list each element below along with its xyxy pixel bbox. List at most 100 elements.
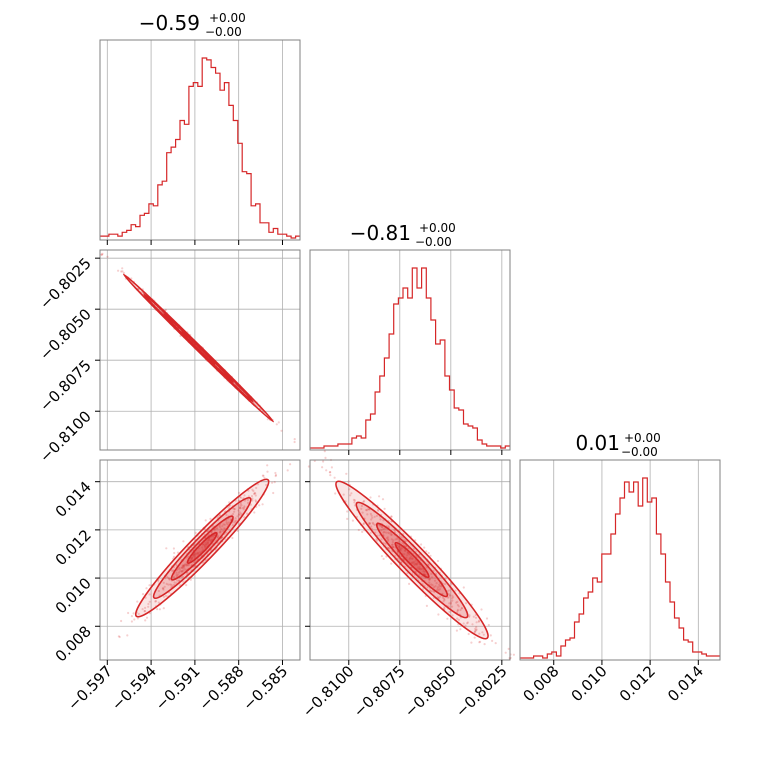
p2-vs-p3-point: [460, 607, 463, 610]
p2-vs-p3-point: [382, 527, 385, 531]
p1-vs-p3-point: [233, 508, 236, 511]
p2-vs-p3-point: [447, 596, 450, 599]
p1-vs-p3-point: [184, 563, 187, 567]
p1-vs-p3-point: [204, 519, 207, 522]
p2-vs-p3-point: [383, 530, 386, 534]
p2-vs-p3-point: [375, 538, 378, 541]
ytick-label-row2-3: −0.8100: [36, 407, 95, 466]
p2-vs-p3-point: [380, 525, 384, 528]
p2-vs-p3-point: [478, 632, 481, 635]
p2-vs-p3-point: [420, 567, 423, 571]
p2-vs-p3-point: [370, 518, 373, 521]
p1-vs-p3-point: [156, 608, 159, 611]
p1-vs-p3-point: [242, 508, 245, 511]
p2-vs-p3-point: [447, 592, 450, 595]
p1-vs-p3-point: [182, 540, 185, 543]
p2-vs-p3-point: [418, 567, 421, 571]
p1-vs-p3-point: [255, 500, 258, 503]
p2-vs-p3-point: [408, 558, 411, 561]
p1-vs-p3-point: [133, 618, 136, 621]
p1-vs-p3-point: [176, 551, 180, 554]
p2-vs-p3-point: [467, 632, 470, 636]
p2-vs-p3-point: [491, 639, 494, 643]
p2-vs-p3-point: [466, 622, 469, 625]
p2-vs-p3-point: [333, 476, 336, 479]
p2-vs-p3-point: [428, 577, 431, 580]
p1-vs-p3-point: [227, 506, 230, 509]
p2-vs-p3-point: [430, 572, 433, 576]
p1-vs-p2-point: [164, 308, 167, 311]
p1-vs-p2-point: [101, 252, 104, 255]
p1-vs-p3-point: [219, 531, 222, 534]
p2-vs-p3-point: [456, 617, 459, 620]
p2-vs-p3-point: [464, 624, 467, 627]
p2-vs-p3-point: [456, 603, 459, 607]
p1-vs-p3-point: [173, 551, 176, 555]
p2-vs-p3-point: [368, 522, 372, 525]
p2-vs-p3-point: [391, 543, 394, 546]
p1-vs-p2-point: [293, 438, 296, 441]
title-p1-main: −0.59: [139, 11, 200, 35]
p1-vs-p3-point: [144, 606, 147, 610]
p2-vs-p3-point: [403, 549, 406, 552]
p2-vs-p3-point: [394, 538, 397, 541]
p1-vs-p2-point: [121, 267, 124, 270]
xtick-label-col1-1: −0.594: [108, 662, 160, 714]
p1-vs-p3-point: [178, 568, 181, 571]
p1-vs-p3-point: [165, 582, 168, 586]
p2-vs-p3-point: [455, 629, 458, 632]
p2-vs-p3-point: [362, 522, 365, 525]
p2-vs-p3-point: [329, 474, 332, 477]
p2-vs-p3-point: [379, 518, 382, 521]
p1-vs-p3-point: [274, 473, 278, 477]
p2-vs-p3-point: [441, 592, 444, 596]
p1-vs-p3-point: [145, 616, 149, 619]
p1-vs-p3-point: [181, 566, 184, 569]
p1-vs-p3-point: [252, 489, 255, 493]
p2-vs-p3-point: [433, 579, 437, 582]
p2-vs-p3-point: [385, 531, 388, 534]
p1-vs-p3-point: [148, 584, 151, 587]
p2-vs-p3-point: [381, 498, 385, 501]
p2-vs-p3-point: [482, 633, 485, 636]
p1-vs-p3-point: [274, 474, 277, 478]
p1-vs-p3-point: [225, 521, 228, 524]
p2-vs-p3-point: [468, 614, 471, 617]
p1-vs-p3-contour-1: [152, 496, 252, 600]
p2-vs-p3-point: [388, 532, 391, 535]
p1-vs-p3-point: [162, 581, 165, 584]
p2-vs-p3-point: [392, 545, 395, 549]
p1-vs-p3-point: [126, 634, 129, 637]
p1-vs-p3-point: [241, 506, 244, 510]
p2-vs-p3-point: [396, 537, 399, 541]
p2-vs-p3-point: [435, 582, 438, 585]
p1-vs-p3-point: [240, 512, 243, 515]
p2-vs-p3-point: [419, 568, 422, 571]
p1-vs-p3-point: [164, 594, 168, 598]
p2-vs-p3-point: [474, 616, 478, 619]
p1-vs-p3-point: [117, 635, 120, 638]
p2-vs-p3-point: [307, 465, 310, 468]
p1-vs-p3-point: [118, 635, 121, 639]
p2-vs-p3-point: [357, 528, 360, 532]
p2-vs-p3-point: [397, 545, 401, 548]
p2-vs-p3-point: [448, 602, 451, 605]
p1-vs-p3-point: [289, 463, 292, 466]
p2-vs-p3-point: [401, 557, 404, 560]
p2-vs-p3-point: [457, 618, 460, 622]
p2-vs-p3-point: [385, 555, 388, 558]
p1-vs-p3-point: [177, 571, 181, 574]
p2-vs-p3-point: [368, 522, 371, 525]
p1-vs-p3-point: [173, 581, 176, 584]
p2-vs-p3-point: [439, 595, 442, 598]
p2-vs-p3-point: [323, 450, 326, 453]
p2-vs-p3-point: [457, 605, 460, 608]
p2-vs-p3-point: [413, 560, 416, 564]
p1-vs-p3-point: [237, 513, 240, 516]
p1-vs-p3-point: [246, 512, 249, 515]
p2-vs-p3-point: [390, 515, 393, 518]
p1-vs-p3-point: [265, 483, 268, 487]
p2-vs-p3-point: [443, 598, 446, 602]
p2-vs-p3-point: [406, 552, 409, 555]
p1-vs-p3-point: [246, 501, 250, 504]
